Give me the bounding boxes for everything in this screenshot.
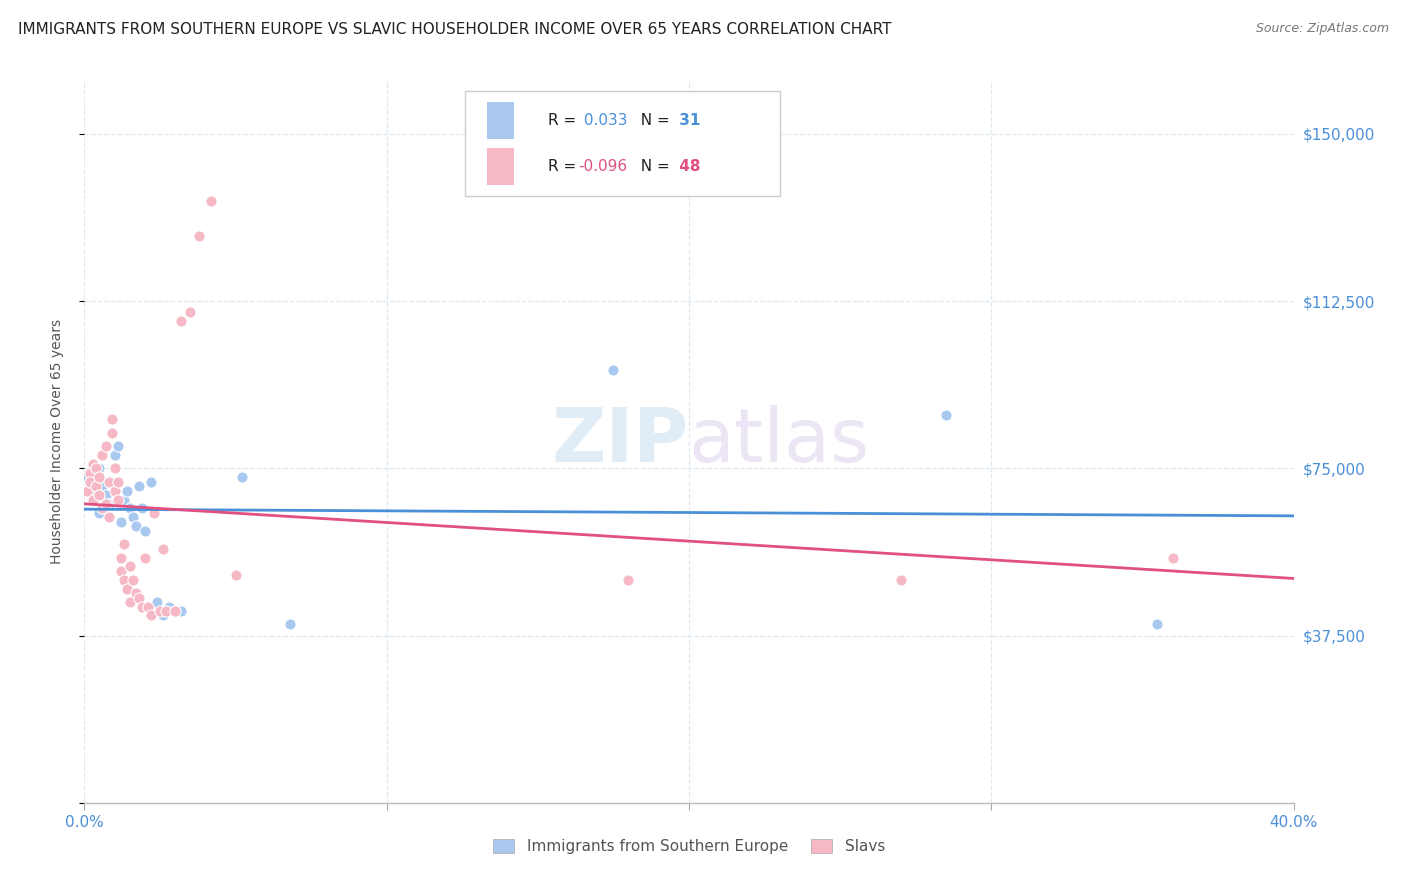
Point <box>231 470 253 484</box>
Point <box>107 492 129 507</box>
Point <box>94 497 117 511</box>
Point <box>278 617 301 632</box>
Text: atlas: atlas <box>689 405 870 478</box>
Point <box>100 425 122 440</box>
Point <box>1146 617 1168 632</box>
Point <box>110 550 132 565</box>
Text: N =: N = <box>631 159 675 174</box>
Point <box>155 604 177 618</box>
Point <box>131 599 153 614</box>
Point <box>890 573 912 587</box>
Point <box>1161 550 1184 565</box>
Point <box>94 439 117 453</box>
Text: N =: N = <box>631 113 675 128</box>
Point <box>89 461 111 475</box>
Point <box>89 506 111 520</box>
Point <box>79 483 101 498</box>
Point <box>110 564 132 578</box>
Text: 48: 48 <box>675 159 700 174</box>
Point <box>149 604 172 618</box>
Point <box>170 604 193 618</box>
Point <box>115 582 138 596</box>
Point <box>225 568 247 582</box>
Point <box>602 363 624 377</box>
Point <box>121 510 143 524</box>
Point <box>200 194 222 208</box>
Point <box>128 591 150 605</box>
Point <box>104 448 127 462</box>
Point <box>115 483 138 498</box>
Point <box>97 475 120 489</box>
Text: R =: R = <box>548 159 582 174</box>
Point <box>112 537 135 551</box>
Point <box>157 599 180 614</box>
Point <box>94 488 117 502</box>
Point <box>152 608 174 623</box>
Point <box>100 412 122 426</box>
Point <box>165 604 187 618</box>
Point <box>131 501 153 516</box>
Point <box>107 439 129 453</box>
Point <box>134 524 156 538</box>
Point <box>136 599 159 614</box>
Point <box>112 573 135 587</box>
Point <box>134 550 156 565</box>
Text: IMMIGRANTS FROM SOUTHERN EUROPE VS SLAVIC HOUSEHOLDER INCOME OVER 65 YEARS CORRE: IMMIGRANTS FROM SOUTHERN EUROPE VS SLAVI… <box>18 22 891 37</box>
Point <box>118 559 141 574</box>
Point <box>100 475 122 489</box>
Point <box>89 470 111 484</box>
Point <box>146 595 169 609</box>
Text: R =: R = <box>548 113 582 128</box>
Point <box>179 305 201 319</box>
Point <box>125 586 148 600</box>
Point <box>91 479 114 493</box>
Point <box>118 595 141 609</box>
Point <box>617 573 640 587</box>
Point <box>89 488 111 502</box>
Point <box>104 461 127 475</box>
Point <box>97 497 120 511</box>
Point <box>139 608 162 623</box>
Text: Source: ZipAtlas.com: Source: ZipAtlas.com <box>1256 22 1389 36</box>
Point <box>82 492 104 507</box>
Point <box>82 457 104 471</box>
Point <box>76 470 98 484</box>
Point <box>79 475 101 489</box>
Text: 31: 31 <box>675 113 700 128</box>
Point <box>142 506 165 520</box>
Point <box>128 479 150 493</box>
Point <box>152 541 174 556</box>
Point <box>139 475 162 489</box>
Text: -0.096: -0.096 <box>579 159 628 174</box>
Point <box>188 229 211 244</box>
Point <box>91 448 114 462</box>
Y-axis label: Householder Income Over 65 years: Householder Income Over 65 years <box>49 319 63 564</box>
Point <box>86 461 108 475</box>
Point <box>86 479 108 493</box>
Point <box>112 492 135 507</box>
Point <box>110 515 132 529</box>
Point <box>935 408 957 422</box>
Point <box>76 483 98 498</box>
Point <box>86 466 108 480</box>
Point <box>91 501 114 516</box>
Point <box>118 501 141 516</box>
Point <box>125 519 148 533</box>
Point <box>104 483 127 498</box>
Point <box>107 475 129 489</box>
Point <box>97 510 120 524</box>
Point <box>79 466 101 480</box>
Text: ZIP: ZIP <box>551 405 689 478</box>
Text: 0.033: 0.033 <box>579 113 627 128</box>
Legend: Immigrants from Southern Europe, Slavs: Immigrants from Southern Europe, Slavs <box>486 832 891 860</box>
Point <box>82 492 104 507</box>
Point <box>121 573 143 587</box>
Point <box>170 314 193 328</box>
